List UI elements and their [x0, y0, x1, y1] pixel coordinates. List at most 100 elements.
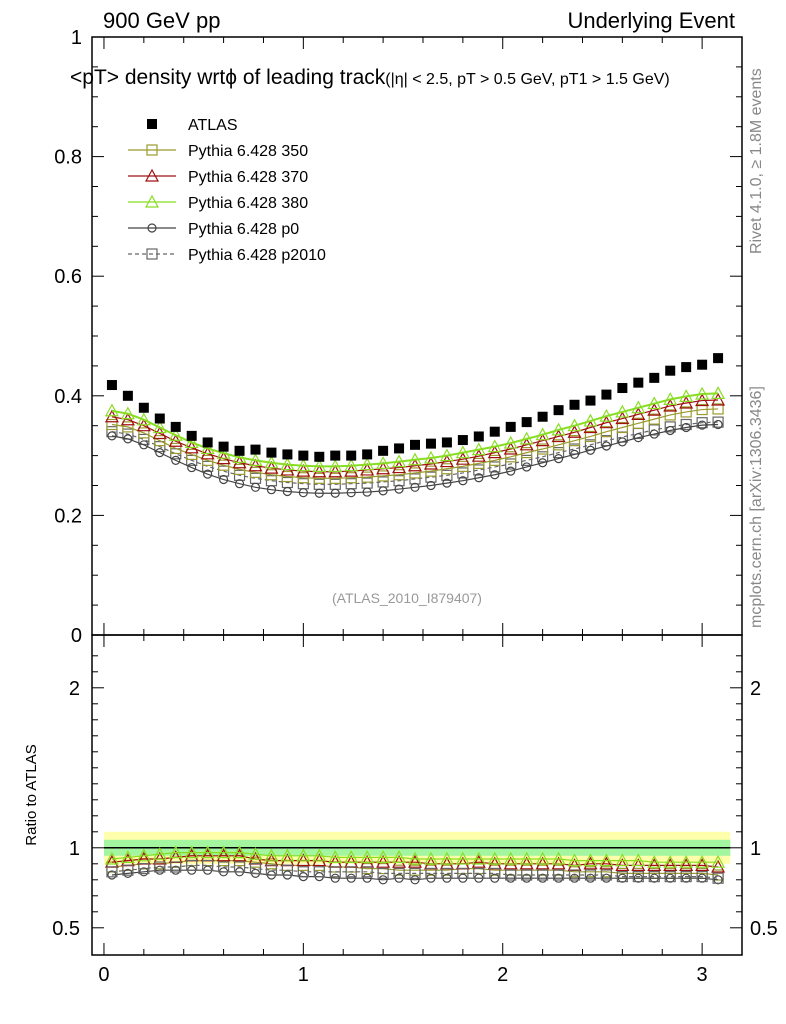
data-point-pythia-6-428-350 — [648, 413, 660, 425]
ratio-point-pythia-6-428-370 — [376, 854, 391, 868]
ratio-point-pythia-6-428-380 — [647, 854, 662, 868]
data-point-pythia-6-428-380 — [200, 441, 215, 455]
ratio-point-pythia-6-428-370 — [216, 848, 231, 862]
data-point-atlas — [250, 444, 261, 455]
data-point-pythia-6-428-p2010 — [552, 447, 565, 459]
ratio-point-pythia-6-428-380 — [392, 850, 407, 864]
ratio-point-pythia-6-428-380 — [695, 854, 710, 868]
data-point-pythia-6-428-380 — [328, 459, 343, 472]
data-point-pythia-6-428-350 — [568, 435, 581, 447]
ratio-point-pythia-6-428-370 — [615, 858, 630, 872]
ratio-point-pythia-6-428-380 — [487, 851, 502, 865]
ratio-line-pythia-6-428-380 — [111, 851, 719, 863]
data-point-pythia-6-428-370 — [711, 392, 726, 406]
data-point-atlas — [282, 449, 293, 460]
data-point-atlas — [601, 389, 612, 400]
ratio-point-pythia-6-428-380 — [280, 848, 295, 862]
data-point-pythia-6-428-350 — [521, 447, 533, 459]
ratio-y-tick-label: 0.5 — [52, 918, 80, 940]
data-point-pythia-6-428-p2010 — [186, 454, 198, 466]
ratio-point-pythia-6-428-p0 — [123, 868, 133, 879]
data-point-pythia-6-428-380 — [471, 442, 486, 456]
data-point-pythia-6-428-p2010 — [154, 441, 166, 453]
ratio-point-pythia-6-428-p0 — [697, 873, 707, 883]
data-point-pythia-6-428-380 — [615, 404, 630, 418]
data-point-pythia-6-428-p0 — [474, 473, 484, 483]
data-point-atlas — [537, 411, 548, 422]
data-point-pythia-6-428-380 — [583, 413, 598, 427]
ratio-point-pythia-6-428-370 — [631, 858, 646, 872]
data-point-pythia-6-428-350 — [345, 472, 357, 484]
ratio-point-pythia-6-428-p2010 — [505, 869, 517, 881]
series-line-pythia-6-428-p0 — [111, 423, 719, 494]
ratio-point-pythia-6-428-p0 — [569, 873, 580, 883]
data-point-pythia-6-428-p2010 — [457, 467, 469, 479]
ratio-point-pythia-6-428-p0 — [553, 873, 564, 883]
ratio-point-pythia-6-428-380 — [663, 854, 678, 868]
ratio-point-pythia-6-428-380 — [679, 854, 694, 868]
ratio-point-pythia-6-428-p0 — [601, 873, 612, 883]
ratio-point-pythia-6-428-370 — [647, 858, 662, 872]
data-point-pythia-6-428-350 — [233, 463, 246, 475]
ratio-point-pythia-6-428-p2010 — [537, 869, 549, 881]
data-point-pythia-6-428-350 — [696, 403, 708, 416]
ratio-panel-frame — [91, 634, 743, 956]
data-point-pythia-6-428-350 — [361, 471, 373, 483]
data-point-pythia-6-428-380 — [360, 457, 375, 471]
data-point-pythia-6-428-p0 — [234, 479, 245, 489]
ratio-y-tick-label: 2 — [69, 678, 80, 700]
ratio-point-pythia-6-428-380 — [455, 851, 470, 865]
ratio-point-pythia-6-428-380 — [168, 845, 183, 859]
series-line-pythia-6-428-380 — [111, 392, 719, 468]
ratio-point-pythia-6-428-380 — [551, 851, 566, 865]
ratio-point-pythia-6-428-p0 — [378, 875, 388, 885]
data-point-pythia-6-428-p0 — [123, 434, 133, 444]
ratio-point-pythia-6-428-p2010 — [249, 862, 262, 875]
ratio-point-pythia-6-428-p2010 — [521, 869, 533, 881]
y-tick-label: 0.4 — [54, 386, 82, 408]
y-tick-label: 0.6 — [54, 266, 82, 288]
data-point-pythia-6-428-p2010 — [409, 473, 421, 485]
ratio-point-pythia-6-428-370 — [471, 854, 486, 868]
ratio-point-pythia-6-428-p2010 — [170, 861, 182, 873]
legend-marker-pythia-6-428-380 — [144, 194, 160, 208]
data-point-pythia-6-428-380 — [695, 386, 710, 400]
data-point-atlas — [186, 430, 197, 441]
data-point-atlas — [457, 435, 468, 446]
data-point-pythia-6-428-350 — [138, 427, 150, 439]
header-collision-label: 900 GeV pp — [103, 8, 221, 33]
data-point-atlas — [218, 441, 229, 452]
header-analysis-label: Underlying Event — [567, 8, 735, 33]
data-point-pythia-6-428-370 — [583, 420, 598, 434]
ratio-point-pythia-6-428-p0 — [633, 873, 643, 883]
data-point-pythia-6-428-p0 — [697, 420, 707, 430]
data-point-pythia-6-428-350 — [202, 454, 214, 466]
ratio-point-pythia-6-428-380 — [615, 853, 630, 867]
data-point-atlas — [314, 451, 325, 462]
ratio-point-pythia-6-428-p2010 — [202, 859, 214, 872]
ratio-point-pythia-6-428-370 — [519, 856, 534, 870]
data-point-pythia-6-428-p0 — [617, 437, 627, 447]
data-point-pythia-6-428-p0 — [506, 466, 516, 476]
ratio-point-pythia-6-428-p2010 — [297, 866, 309, 878]
data-point-pythia-6-428-p0 — [553, 453, 564, 464]
data-point-pythia-6-428-380 — [264, 455, 279, 469]
data-point-pythia-6-428-380 — [312, 459, 327, 472]
data-point-pythia-6-428-380 — [168, 428, 183, 441]
ratio-point-pythia-6-428-p0 — [538, 873, 548, 883]
data-point-pythia-6-428-350 — [170, 442, 182, 455]
data-point-pythia-6-428-p2010 — [202, 460, 214, 472]
ratio-point-pythia-6-428-370 — [232, 848, 247, 862]
data-point-atlas — [697, 359, 708, 370]
ratio-y-axis-label: Ratio to ATLAS — [23, 744, 40, 845]
data-point-pythia-6-428-350 — [473, 457, 485, 469]
legend-label-pythia-6-428-370: Pythia 6.428 370 — [188, 169, 308, 186]
ratio-point-pythia-6-428-p2010 — [313, 866, 325, 878]
data-point-pythia-6-428-380 — [392, 454, 407, 468]
ratio-point-pythia-6-428-p0 — [171, 865, 181, 875]
data-point-pythia-6-428-p0 — [314, 488, 324, 498]
x-tick-label: 3 — [697, 964, 708, 986]
ratio-y-tick-label-right: 2 — [750, 678, 761, 700]
ratio-point-pythia-6-428-380 — [631, 853, 646, 867]
data-point-pythia-6-428-p2010 — [648, 424, 660, 436]
